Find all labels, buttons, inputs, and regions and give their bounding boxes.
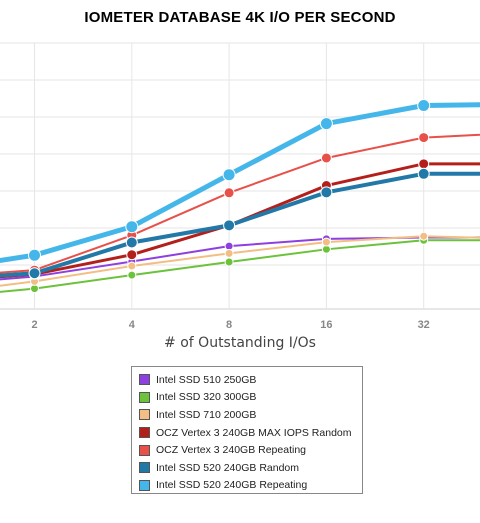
series-6: [0, 167, 480, 280]
legend-item: OCZ Vertex 3 240GB Repeating: [132, 441, 362, 459]
data-point: [127, 270, 137, 280]
legend-label: Intel SSD 710 200GB: [156, 408, 257, 421]
series-lines: [0, 99, 480, 294]
legend-label: OCZ Vertex 3 240GB Repeating: [156, 444, 306, 457]
x-axis-label: # of Outstanding I/Os: [164, 335, 316, 351]
x-tick-label: 32: [418, 319, 430, 331]
data-point: [127, 261, 137, 271]
chart-title: IOMETER DATABASE 4K I/O PER SECOND: [84, 9, 396, 26]
data-point: [222, 168, 236, 182]
legend: Intel SSD 510 250GB Intel SSD 320 300GB In…: [131, 366, 363, 494]
x-tick-label: 4: [129, 319, 136, 331]
legend-label: Intel SSD 520 240GB Random: [156, 461, 300, 474]
legend-label: Intel SSD 510 250GB: [156, 373, 257, 386]
legend-swatch: [139, 444, 150, 456]
data-point: [320, 186, 333, 199]
data-point: [321, 237, 331, 247]
data-point: [417, 167, 430, 180]
x-tick-label: 2: [31, 319, 37, 331]
data-point: [125, 236, 138, 249]
data-point: [319, 117, 333, 131]
legend-swatch: [139, 479, 150, 491]
series-line: [0, 239, 480, 293]
legend-item: Intel SSD 510 250GB: [132, 371, 362, 389]
legend-item: Intel SSD 320 300GB: [132, 389, 362, 407]
data-point: [28, 248, 41, 262]
legend-label: OCZ Vertex 3 240GB MAX IOPS Random: [156, 426, 352, 439]
data-point: [417, 99, 431, 113]
series-3: [0, 231, 480, 287]
series-7: [0, 99, 480, 264]
x-tick-label: 8: [226, 319, 232, 331]
legend-swatch: [139, 462, 150, 474]
x-tick-labels: 2 4 8 16 32: [31, 319, 429, 331]
data-point: [28, 267, 41, 280]
legend-item: OCZ Vertex 3 240GB MAX IOPS Random: [132, 424, 362, 442]
legend-item: Intel SSD 520 240GB Repeating: [132, 477, 362, 495]
data-point: [223, 187, 235, 199]
data-point: [419, 231, 429, 241]
data-point: [125, 220, 139, 234]
legend-label: Intel SSD 320 300GB: [156, 391, 257, 404]
data-point: [418, 158, 430, 170]
legend-swatch: [139, 391, 150, 403]
data-point: [126, 249, 138, 261]
legend-label: Intel SSD 520 240GB Repeating: [156, 479, 308, 492]
data-point: [418, 132, 430, 144]
data-point: [224, 257, 234, 267]
data-point: [223, 219, 236, 232]
legend-swatch: [139, 409, 150, 421]
x-tick-label: 16: [320, 319, 332, 331]
legend-swatch: [139, 374, 150, 386]
legend-swatch: [139, 427, 150, 439]
legend-item: Intel SSD 520 240GB Random: [132, 459, 362, 477]
legend-item: Intel SSD 710 200GB: [132, 406, 362, 424]
data-point: [224, 248, 234, 258]
data-point: [320, 152, 332, 164]
